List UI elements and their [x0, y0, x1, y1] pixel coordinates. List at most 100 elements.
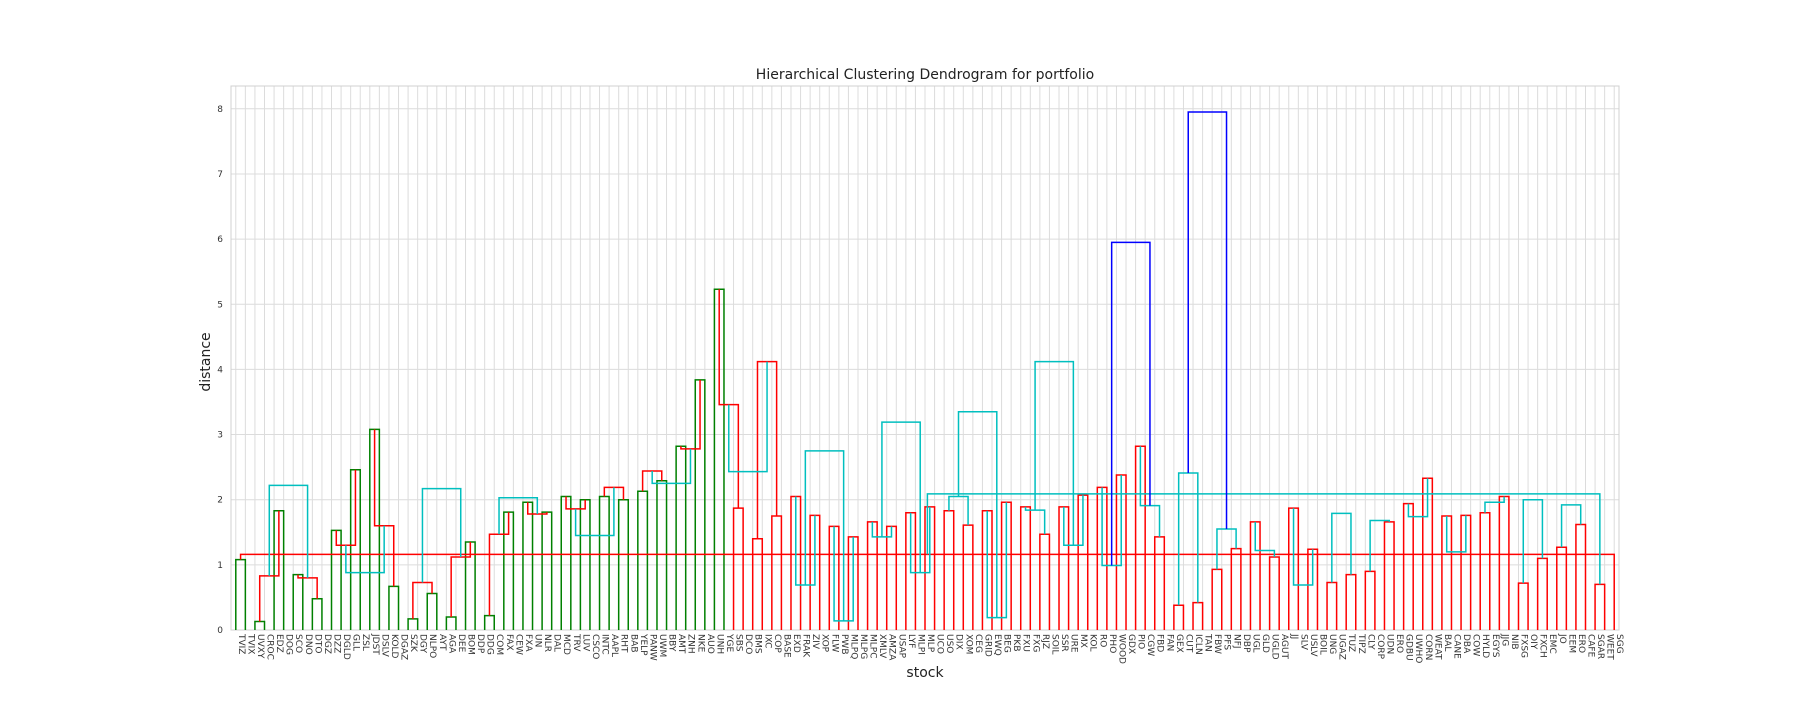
leaf-label: MX — [1078, 634, 1088, 648]
leaf-label: CROC — [265, 634, 275, 660]
dendrogram-link-green — [617, 498, 630, 630]
dendrogram-link-red — [1288, 507, 1300, 630]
dendrogram-link-red — [526, 502, 548, 515]
leaf-label: NKE — [695, 634, 705, 653]
leaf-label: FXA — [523, 634, 533, 652]
dendrogram-link-cyan — [574, 487, 615, 537]
leaf-label: TUZ — [1346, 633, 1356, 652]
leaf-label: GRID — [982, 634, 992, 657]
leaf-label: ICLN — [1193, 634, 1203, 655]
leaf-label: UNG — [1327, 634, 1337, 654]
y-tick-label: 3 — [217, 431, 223, 441]
leaf-label: AUO — [705, 634, 715, 654]
leaf-label: TVIX — [245, 633, 255, 654]
dendrogram-link-cyan — [1445, 515, 1467, 553]
leaf-label: JJG — [1499, 633, 1509, 646]
dendrogram-link-red — [488, 512, 510, 616]
leaf-label: COM — [494, 634, 504, 655]
dendrogram-link-green — [388, 585, 400, 630]
leaf-label: NFJ — [1231, 634, 1241, 649]
dendrogram-link-red — [1479, 511, 1491, 630]
grid-lines — [231, 86, 1619, 631]
leaf-label: FRAK — [801, 634, 811, 658]
leaf-label: FBW — [1212, 634, 1222, 654]
dendrogram-link-red — [1230, 547, 1242, 630]
leaf-label: EMC — [1547, 634, 1557, 654]
leaf-label: CUT — [1183, 634, 1193, 653]
dendrogram-link-green — [503, 511, 515, 630]
dendrogram-link-red — [924, 506, 936, 630]
dendrogram-link-cyan — [986, 502, 1008, 619]
leaf-label: FXG — [1030, 634, 1040, 652]
x-axis-label: stock — [906, 665, 944, 681]
leaf-label: HYLD — [1480, 634, 1490, 658]
leaf-label: PIO — [1136, 634, 1146, 649]
leaf-label: GDBU — [1404, 634, 1414, 661]
leaf-label: FLW — [829, 634, 839, 652]
leaf-label: RJZ — [1040, 634, 1050, 649]
leaf-label: CLY — [1365, 634, 1375, 650]
leaf-label: PHO — [1107, 634, 1117, 653]
leaf-label: ZNH — [686, 634, 696, 654]
dendrogram-link-red — [412, 581, 433, 619]
leaf-label: FXU — [1021, 634, 1031, 652]
leaf-label: GLL — [351, 634, 361, 651]
leaf-label: UVXY — [255, 634, 265, 659]
dendrogram-link-green — [273, 510, 285, 630]
leaf-label: AGUT — [1279, 634, 1289, 660]
dendrogram-link-red — [1058, 506, 1070, 630]
leaf-label: CSCO — [590, 634, 600, 659]
leaf-label: MLPQ — [848, 634, 858, 659]
dendrogram-link-cyan — [268, 484, 309, 578]
leaf-label: DGY — [418, 634, 428, 653]
dendrogram-link-red — [1326, 581, 1338, 630]
leaf-label: PFS — [1222, 634, 1232, 650]
leaf-label: BEG — [1002, 634, 1012, 653]
leaf-label: EDZ — [274, 634, 284, 653]
leaf-label: SLV — [1298, 634, 1308, 651]
leaf-label: PKB — [1011, 634, 1021, 652]
leaf-label: CEW — [513, 634, 523, 655]
y-tick-label: 1 — [217, 561, 223, 571]
dendrogram-link-red — [603, 486, 625, 500]
dendrogram-link-cyan — [1369, 519, 1391, 572]
leaf-label: NIB — [1509, 634, 1519, 650]
leaf-label: KOL — [1088, 634, 1098, 652]
leaf-label: FXSG — [1518, 634, 1528, 658]
leaf-label: GEX — [1174, 634, 1184, 653]
dendrogram-links — [235, 111, 1615, 630]
leaf-label: DGAZ — [399, 634, 409, 660]
dendrogram-link-red — [790, 495, 802, 630]
dendrogram-link-cyan — [1254, 521, 1276, 558]
dendrogram-link-red — [718, 289, 740, 509]
leaf-label: OIY — [1528, 634, 1538, 650]
leaf-label: ZIV — [810, 634, 820, 650]
leaf-label: TIPZ — [1356, 633, 1366, 654]
leaf-label: LYF — [906, 634, 916, 649]
leaf-label: WEAT — [1432, 634, 1442, 660]
leaf-label: AMZA — [887, 634, 897, 661]
dendrogram-link-cyan — [421, 487, 462, 583]
dendrogram-link-cyan — [1101, 474, 1122, 567]
y-axis-label: distance — [198, 332, 214, 391]
leaf-label: GLD — [1260, 634, 1270, 653]
leaf-label: SBS — [734, 634, 744, 652]
chart-title: Hierarchical Clustering Dendrogram for p… — [756, 67, 1094, 83]
leaf-label: PANW — [647, 634, 657, 661]
leaf-label: EWQ — [992, 634, 1002, 656]
dendrogram-link-cyan — [881, 421, 921, 573]
dendrogram-link-cyan — [1216, 528, 1237, 570]
leaf-label: BAB — [628, 634, 638, 653]
leaf-label: AYT — [437, 634, 447, 651]
leaf-label: TAN — [1203, 633, 1213, 652]
leaf-label: USAP — [896, 634, 906, 659]
dendrogram-link-green — [713, 288, 725, 630]
leaf-label: DEE — [456, 634, 466, 653]
dendrogram-link-cyan — [1024, 506, 1046, 535]
leaf-label: UN — [533, 634, 543, 647]
dendrogram-link-cyan — [728, 361, 768, 473]
leaf-label: JDST — [370, 633, 380, 655]
leaf-label: ERO — [1576, 634, 1586, 653]
leaf-label: KOLD — [389, 634, 399, 659]
leaf-label: FXCH — [1538, 634, 1548, 658]
